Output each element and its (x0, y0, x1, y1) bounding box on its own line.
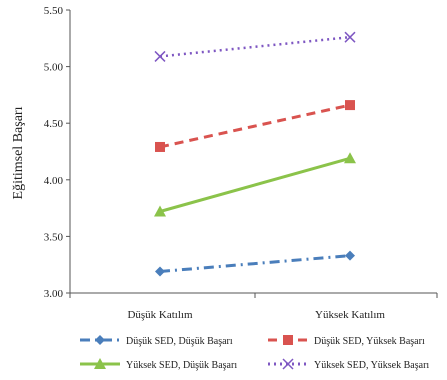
y-tick-label-1: 3.50 (44, 231, 64, 243)
series-2-point-0 (154, 205, 166, 217)
y-tick-label-2: 4.00 (44, 175, 64, 187)
series-1-point-1 (345, 100, 355, 111)
legend-swatch-marker-1 (283, 335, 293, 345)
legend-item-1: Düşük SED, Yüksek Başarı (268, 335, 425, 347)
series-1-point-0 (155, 141, 165, 152)
series-0 (155, 250, 355, 277)
legend-label-0: Düşük SED, Düşük Başarı (126, 336, 233, 347)
series-1-line (159, 103, 351, 149)
series-2 (154, 152, 356, 217)
legend-label-2: Yüksek SED, Düşük Başarı (126, 360, 237, 371)
y-tick-label-3: 4.50 (44, 118, 64, 130)
legend-item-2: Yüksek SED, Düşük Başarı (80, 358, 237, 371)
y-tick-label-4: 5.00 (44, 62, 64, 74)
legend-swatch-marker-3 (282, 358, 294, 370)
x-axis-categories: Düşük Katılım Yüksek Katılım (127, 309, 385, 321)
series-3-point-0 (154, 50, 166, 62)
legend: Düşük SED, Düşük Başarı Düşük SED, Yüksek… (80, 335, 429, 371)
series-3-point-0-stroke-b (154, 50, 166, 62)
series-0-line (159, 254, 351, 273)
x-category-label-1: Yüksek Katılım (315, 309, 385, 321)
series-3-point-1 (344, 31, 356, 43)
series-0-point-1 (345, 250, 355, 261)
legend-item-0: Düşük SED, Düşük Başarı (80, 335, 233, 347)
series-2-point-1 (344, 152, 356, 164)
legend-item-3: Yüksek SED, Yüksek Başarı (268, 358, 429, 371)
y-tick-label-0: 3.00 (44, 288, 64, 300)
series-group (154, 31, 356, 277)
legend-label-1: Düşük SED, Yüksek Başarı (314, 336, 425, 347)
series-3-point-1-stroke-b (344, 31, 356, 43)
y-axis-title: Eğitimsel Başarı (11, 106, 26, 199)
y-axis-ticks: 3.00 3.50 4.00 4.50 5.00 5.50 (44, 5, 70, 300)
legend-swatch-marker-2 (94, 358, 106, 369)
series-3 (154, 31, 356, 62)
axes (69, 10, 438, 298)
series-3-line (159, 35, 351, 58)
y-tick-label-5: 5.50 (44, 5, 64, 17)
series-2-line (159, 156, 351, 213)
series-0-point-0 (155, 266, 165, 277)
legend-swatch-marker-0 (95, 335, 105, 345)
x-category-label-0: Düşük Katılım (127, 309, 193, 321)
legend-label-3: Yüksek SED, Yüksek Başarı (314, 360, 429, 371)
series-1 (155, 100, 355, 152)
legend-swatch-marker-3-stroke-b (282, 358, 294, 370)
